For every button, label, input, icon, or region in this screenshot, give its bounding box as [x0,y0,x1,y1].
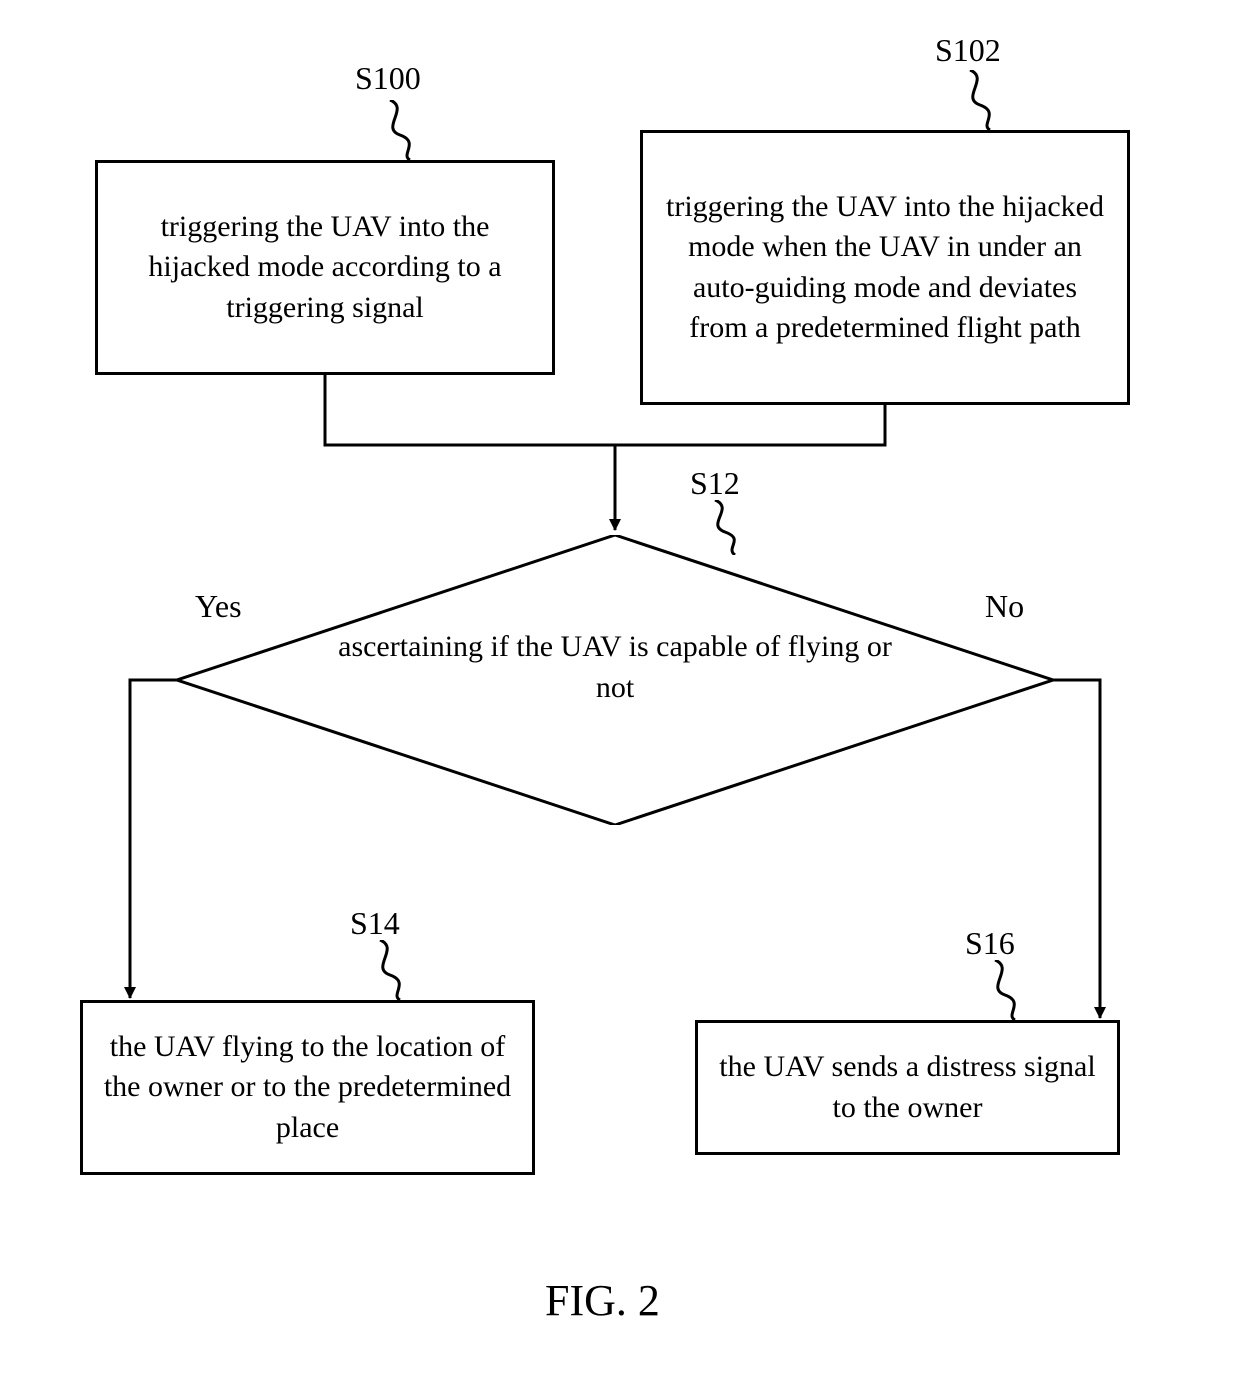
leader-s14 [370,940,430,1000]
leader-s102 [960,70,1020,130]
process-s16: the UAV sends a distress signal to the o… [695,1020,1120,1155]
step-id-s102: S102 [935,32,1001,69]
step-id-s12: S12 [690,465,740,502]
process-s100-text: triggering the UAV into the hijacked mod… [116,207,534,329]
process-s102: triggering the UAV into the hijacked mod… [640,130,1130,405]
process-s16-text: the UAV sends a distress signal to the o… [716,1047,1099,1128]
process-s102-text: triggering the UAV into the hijacked mod… [661,187,1109,349]
decision-s12-text: ascertaining if the UAV is capable of fl… [325,627,905,708]
leader-s16 [985,960,1045,1020]
step-id-s14: S14 [350,905,400,942]
step-id-s100: S100 [355,60,421,97]
figure-caption: FIG. 2 [545,1275,660,1326]
leader-s100 [380,100,440,160]
process-s14: the UAV flying to the location of the ow… [80,1000,535,1175]
step-id-s16: S16 [965,925,1015,962]
process-s100: triggering the UAV into the hijacked mod… [95,160,555,375]
process-s14-text: the UAV flying to the location of the ow… [101,1027,514,1149]
